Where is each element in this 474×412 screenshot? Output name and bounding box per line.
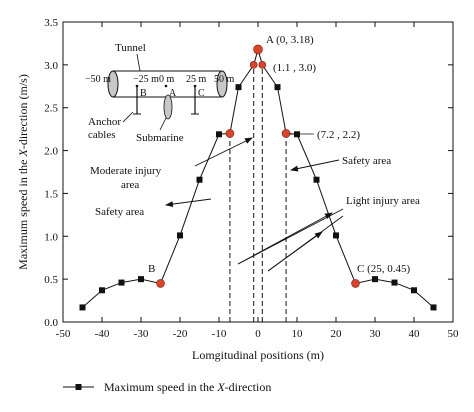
inset-letter-C: C (198, 88, 205, 99)
moderate-injury-arrow (194, 137, 253, 167)
inset-pos-m25: −25 m (133, 74, 159, 85)
data-point (372, 276, 378, 283)
highlight-point (156, 279, 165, 288)
submarine-shape (163, 94, 173, 120)
highlight-point (253, 44, 263, 55)
highlight-points (156, 44, 360, 288)
x-tick-label: 40 (409, 328, 421, 340)
y-axis-title: Maximum speed in the X-direction (m/s) (16, 74, 30, 270)
data-point (196, 176, 203, 183)
x-tick-label: -10 (212, 328, 227, 340)
submarine-label: Submarine (136, 132, 184, 144)
light-injury-arrow-3 (237, 212, 333, 265)
anchor-cables-label-2: cables (88, 129, 115, 141)
tunnel-inset: Tunnel −50 m −25 m 0 m 25 m 50 m B A C S… (85, 42, 235, 144)
data-point (411, 287, 417, 294)
submarine-pointer (159, 117, 167, 131)
tunnel-left-end (107, 70, 119, 98)
x-tick-label: 30 (370, 328, 382, 340)
highlight-point (258, 61, 267, 69)
inset-pos-50: 50 m (214, 74, 235, 85)
tunnel-right-end (216, 70, 228, 98)
data-point (313, 176, 320, 183)
data-point (274, 84, 281, 91)
x-tick-label: -30 (134, 328, 149, 340)
dashed-boundaries (229, 64, 287, 322)
inset-pos-m50: −50 m (85, 74, 111, 85)
y-tick-label: 3.0 (44, 60, 58, 72)
inset-dot-A (164, 84, 168, 88)
inset-dot-B (135, 84, 139, 88)
highlight-point (225, 129, 235, 138)
y-tick-label: 2.5 (44, 103, 58, 115)
data-point (391, 279, 398, 286)
light-injury-arrow-4 (267, 231, 323, 272)
region-annotations: Moderate injury area Safety area Safety … (90, 137, 420, 272)
y-tick-label: 0.0 (44, 317, 58, 329)
axis-ticks: -50 -40 -30 -20 -10 0 10 20 30 40 50 0.0 0.5 1.0 1.5 2.… (44, 17, 459, 340)
data-point (138, 276, 144, 283)
x-tick-label: -40 (95, 328, 110, 340)
data-point (79, 304, 86, 311)
highlight-point (281, 129, 291, 138)
inset-dot-C (193, 84, 197, 88)
x-tick-label: 0 (255, 328, 261, 340)
tunnel-pointer (136, 53, 141, 72)
safety-right-arrow (290, 159, 340, 172)
x-tick-label: 20 (331, 328, 343, 340)
y-tick-label: 1.0 (44, 231, 58, 243)
inset-pos-0: 0 m (159, 74, 175, 85)
data-point (118, 279, 125, 286)
data-point (216, 131, 222, 138)
moderate-injury-label-2: area (121, 179, 139, 191)
label-point-C: C (25, 0.45) (357, 263, 411, 275)
x-tick-label: -20 (173, 328, 188, 340)
tunnel-label: Tunnel (115, 42, 146, 54)
safety-area-left-label: Safety area (95, 206, 144, 218)
x-tick-label: 10 (292, 328, 304, 340)
y-tick-label: 3.5 (44, 17, 58, 29)
label-point-B: B (148, 263, 155, 275)
y-tick-label: 2.0 (44, 146, 58, 158)
highlight-point (351, 279, 360, 288)
data-point (99, 287, 105, 294)
inset-letter-A: A (169, 88, 177, 99)
y-tick-label: 0.5 (44, 274, 58, 286)
label-point-pair: (1.1 , 3.0) (273, 62, 316, 74)
inset-letter-B: B (140, 88, 147, 99)
highlight-point (249, 61, 258, 69)
anchor-pointer-1 (122, 111, 134, 123)
safety-area-right-label: Safety area (342, 155, 391, 167)
label-point-72: (7.2 , 2.2) (317, 129, 360, 141)
legend: Maximum speed in the X-direction (63, 380, 271, 394)
legend-label: Maximum speed in the X-direction (104, 380, 271, 394)
x-axis-title: Lomgitudinal positions (m) (192, 348, 324, 362)
data-point (235, 84, 242, 91)
label-point-A: A (0, 3.18) (266, 34, 314, 46)
legend-marker (75, 384, 82, 390)
inset-pos-25: 25 m (186, 74, 207, 85)
light-injury-label: Light injury area (346, 195, 420, 207)
data-point (430, 304, 437, 311)
data-point (333, 232, 339, 239)
data-point (177, 232, 183, 239)
x-tick-label: 50 (448, 328, 460, 340)
safety-left-arrow (165, 198, 212, 208)
moderate-injury-label-1: Moderate injury (90, 165, 162, 177)
x-tick-label: -50 (56, 328, 71, 340)
anchor-cables-label-1: Anchor (88, 116, 121, 128)
y-tick-label: 1.5 (44, 188, 58, 200)
